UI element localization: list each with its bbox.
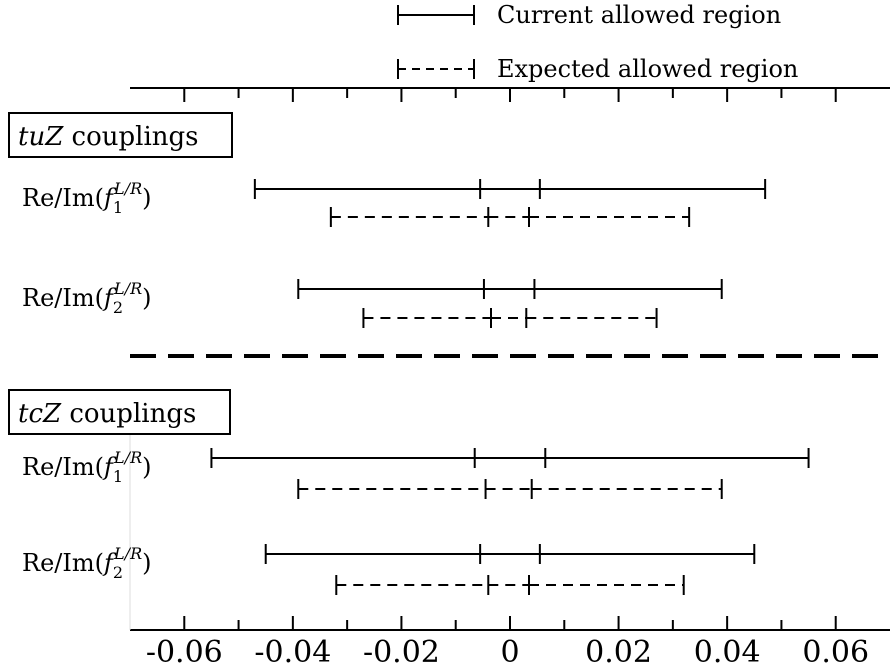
legend-label-dashed: Expected allowed region	[497, 55, 798, 83]
coupling-row: Re/Im(f2L/R)	[22, 544, 756, 595]
legend-entry-dashed: Expected allowed region	[397, 55, 798, 83]
coupling-row: Re/Im(f1L/R)	[22, 448, 810, 499]
x-tick-label: -0.04	[254, 635, 331, 670]
group-title-box	[8, 112, 233, 158]
row-label: Re/Im(f2L/R)	[22, 279, 151, 317]
x-tick-label: 0	[500, 635, 519, 670]
legend-label-solid: Current allowed region	[497, 1, 781, 29]
axes: -0.06 -0.04 -0.02 0 0.02 0.04 0.06	[129, 87, 890, 670]
legend: Current allowed region Expected allowed r…	[397, 1, 798, 83]
coupling-groups: tuZ couplingsRe/Im(f1L/R)Re/Im(f2L/R)tcZ…	[8, 112, 890, 595]
group-title: tuZ couplings	[18, 122, 199, 152]
group-tcz: tcZ couplings Re/Im(f1L/R) Re/Im(f2L/R)	[8, 389, 810, 595]
group-title-box	[8, 389, 231, 435]
coupling-row: Re/Im(f2L/R)	[22, 279, 723, 328]
current-interval	[264, 544, 756, 564]
legend-entry-solid: Current allowed region	[397, 1, 781, 29]
expected-interval	[329, 207, 691, 227]
group-tuz: tuZ couplings Re/Im(f1L/R) Re/Im(f2L/R)	[8, 112, 767, 328]
x-tick-label: 0.02	[585, 635, 652, 670]
x-tick-label: 0.04	[694, 635, 761, 670]
expected-interval	[362, 308, 658, 328]
x-tick-label: 0.06	[802, 635, 869, 670]
row-label: Re/Im(f1L/R)	[22, 448, 151, 486]
x-tick-label: -0.02	[363, 635, 440, 670]
current-interval	[253, 179, 767, 199]
current-interval	[297, 279, 723, 299]
expected-interval	[335, 575, 685, 595]
row-label: Re/Im(f1L/R)	[22, 179, 151, 217]
expected-interval	[297, 479, 723, 499]
x-tick-label: -0.06	[146, 635, 223, 670]
current-interval	[210, 448, 810, 468]
coupling-row: Re/Im(f1L/R)	[22, 179, 767, 227]
group-title: tcZ couplings	[18, 399, 196, 429]
row-label: Re/Im(f2L/R)	[22, 544, 151, 582]
